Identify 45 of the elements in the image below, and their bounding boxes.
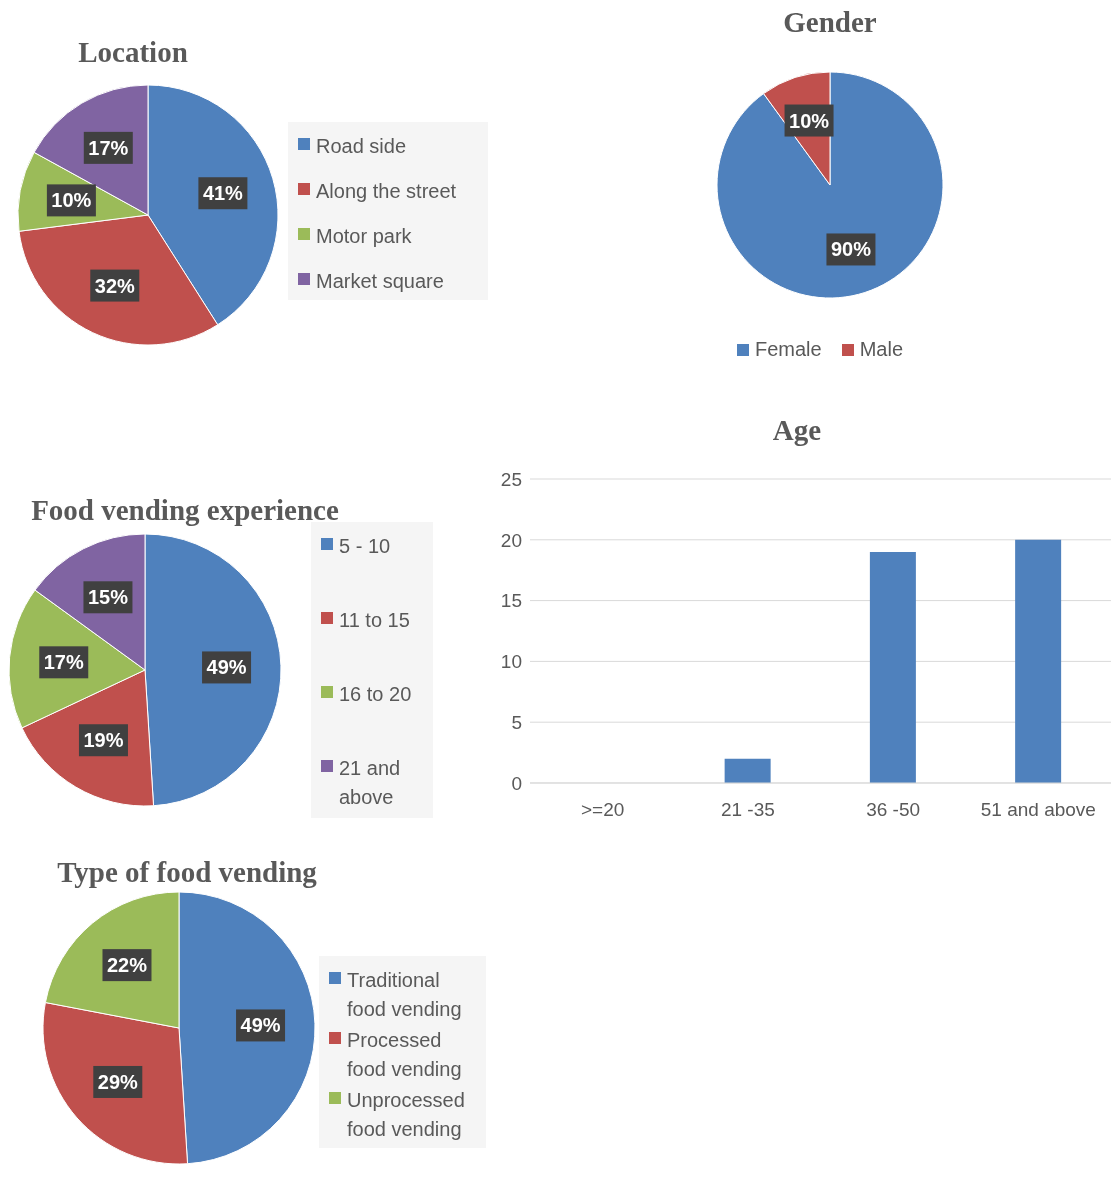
legend-label: Processed food vending — [347, 1028, 463, 1082]
bar — [724, 758, 771, 783]
data-label: 17% — [88, 136, 129, 159]
data-label: 15% — [87, 586, 129, 609]
data-label: 19% — [83, 729, 124, 752]
legend-label: Unprocessed food vending — [347, 1088, 466, 1142]
chart-title: Food vending experience — [30, 494, 340, 527]
data-label: 49% — [240, 1014, 281, 1037]
chart-title: Type of food vending — [56, 856, 318, 889]
legend-label: Female — [754, 338, 822, 361]
legend-label: 5 - 10 — [339, 534, 391, 559]
chart-title: Gender — [782, 6, 878, 39]
y-tick-label: 10 — [500, 651, 522, 673]
legend-label: 16 to 20 — [339, 682, 412, 707]
legend-label: Male — [859, 338, 904, 361]
legend-label: Motor park — [316, 224, 412, 249]
data-label: 41% — [202, 182, 244, 205]
data-label: 17% — [43, 651, 84, 674]
y-tick-label: 0 — [511, 772, 522, 794]
legend-label: Market square — [316, 269, 444, 294]
x-tick-label: 21 -35 — [720, 799, 775, 821]
bar — [869, 551, 916, 783]
x-tick-label: 36 -50 — [866, 799, 921, 821]
y-tick-label: 5 — [511, 711, 522, 733]
y-tick-label: 20 — [500, 529, 522, 551]
legend-label: Along the street — [316, 179, 457, 204]
data-label: 10% — [789, 109, 830, 132]
chart-title: Location — [77, 36, 189, 69]
data-label: 32% — [94, 274, 136, 297]
data-label: 10% — [51, 189, 92, 212]
data-label: 49% — [206, 656, 247, 679]
data-label: 29% — [97, 1070, 139, 1093]
y-tick-label: 25 — [500, 468, 522, 490]
legend-label: 11 to 15 — [339, 608, 410, 633]
x-tick-label: >=20 — [580, 799, 625, 821]
legend-label: Traditional food vending — [347, 968, 463, 1022]
legend-label: 21 and above — [339, 756, 402, 810]
data-label: 22% — [106, 954, 148, 977]
y-tick-label: 15 — [500, 590, 522, 612]
chart-title: Age — [771, 414, 823, 447]
data-label: 90% — [830, 238, 872, 261]
legend-label: Road side — [316, 134, 407, 159]
x-tick-label: 51 and above — [980, 799, 1096, 821]
pie-slice — [716, 71, 944, 299]
bar — [1015, 539, 1062, 783]
